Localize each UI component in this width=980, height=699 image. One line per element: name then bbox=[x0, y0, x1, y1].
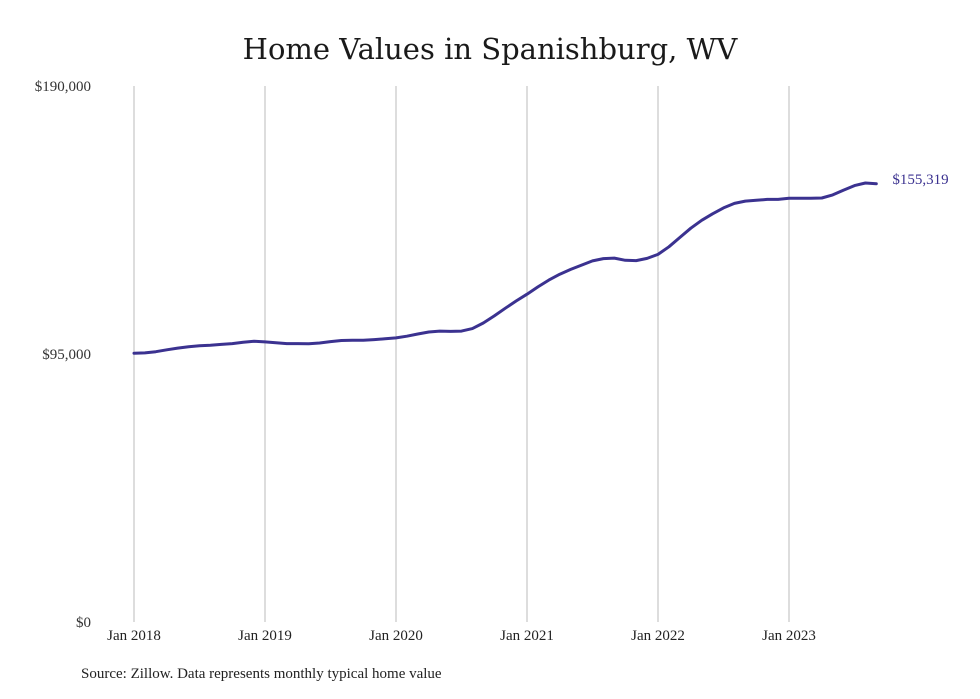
x-tick-label: Jan 2021 bbox=[500, 628, 554, 644]
y-tick-label: $190,000 bbox=[35, 79, 91, 95]
x-tick-label: Jan 2019 bbox=[238, 628, 292, 644]
gridlines bbox=[133, 86, 790, 622]
x-tick-label: Jan 2023 bbox=[762, 628, 816, 644]
x-tick-label: Jan 2018 bbox=[107, 628, 161, 644]
chart-title: Home Values in Spanishburg, WV bbox=[243, 32, 739, 66]
y-axis: $0 $95,000 $190,000 bbox=[35, 79, 91, 631]
x-axis: Jan 2018 Jan 2019 Jan 2020 Jan 2021 Jan 2022… bbox=[107, 628, 816, 644]
x-tick-label: Jan 2022 bbox=[631, 628, 685, 644]
x-tick-label: Jan 2020 bbox=[369, 628, 423, 644]
y-tick-label: $0 bbox=[76, 615, 91, 631]
y-tick-label: $95,000 bbox=[42, 347, 91, 363]
source-note: Source: Zillow. Data represents monthly … bbox=[81, 666, 442, 682]
series-line bbox=[132, 181, 878, 355]
end-value-label: $155,319 bbox=[892, 172, 948, 188]
